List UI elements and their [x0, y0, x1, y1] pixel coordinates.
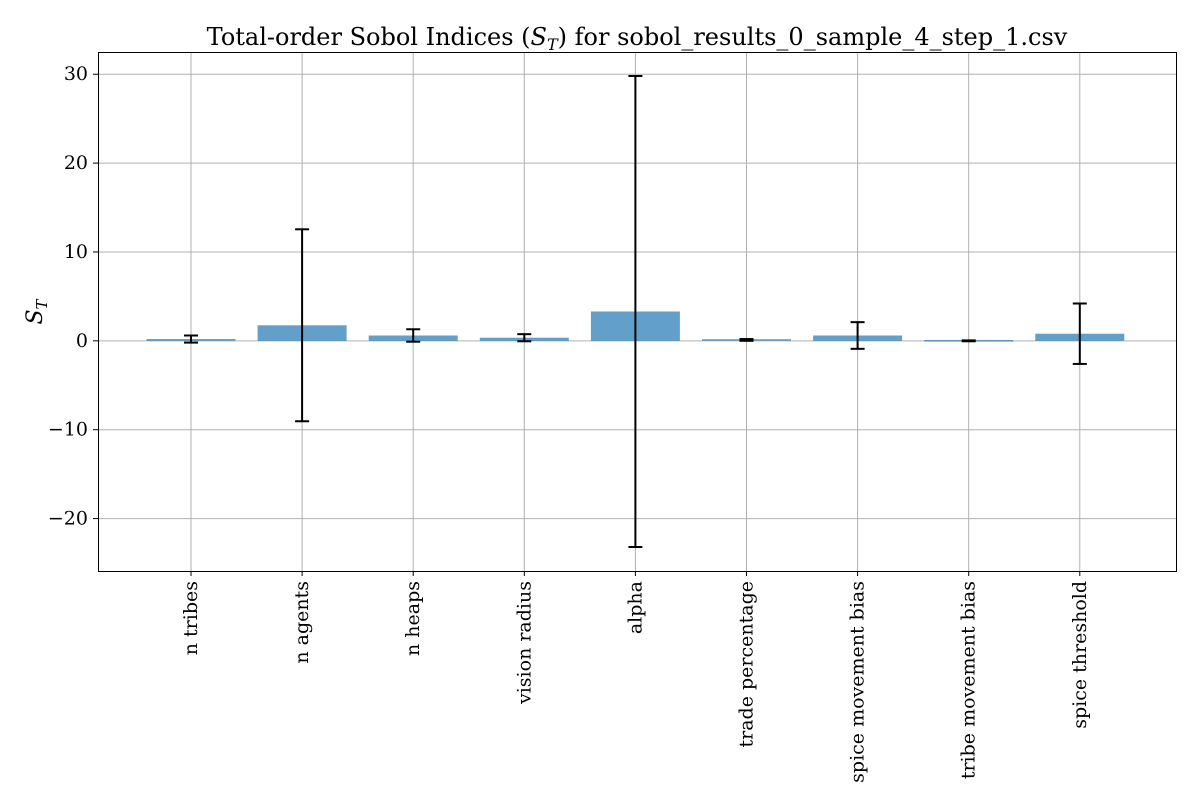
y-axis-ticks: −20 −10 0 10 20 30 [48, 63, 98, 530]
x-tick-label-trade_percentage: trade percentage [736, 581, 758, 747]
y-tick-label: −20 [48, 508, 88, 530]
x-tick-label-n_agents: n agents [291, 581, 313, 664]
y-tick-label: 30 [64, 63, 88, 85]
error-bars [184, 74, 1087, 549]
x-tick-label-spice_movement_bias: spice movement bias [847, 581, 869, 783]
plot-frame [98, 52, 1177, 572]
y-tick-label: 0 [76, 330, 88, 352]
x-tick-label-n_tribes: n tribes [180, 581, 202, 655]
x-tick-label-n_heaps: n heaps [402, 581, 424, 656]
y-tick-label: −10 [48, 419, 88, 441]
x-tick-label-tribe_movement_bias: tribe movement bias [958, 581, 980, 779]
x-axis-ticks: n tribes n agents n heaps vision radius alph… [180, 571, 1091, 783]
y-tick-label: 20 [64, 152, 88, 174]
chart-title: Total-order Sobol Indices (ST) for sobol… [207, 23, 1068, 54]
y-axis-label: ST [23, 298, 51, 324]
x-tick-label-vision_radius: vision radius [513, 581, 535, 705]
y-tick-label: 10 [64, 241, 88, 263]
x-tick-label-spice_threshold: spice threshold [1069, 581, 1091, 729]
x-tick-label-alpha: alpha [624, 581, 646, 634]
